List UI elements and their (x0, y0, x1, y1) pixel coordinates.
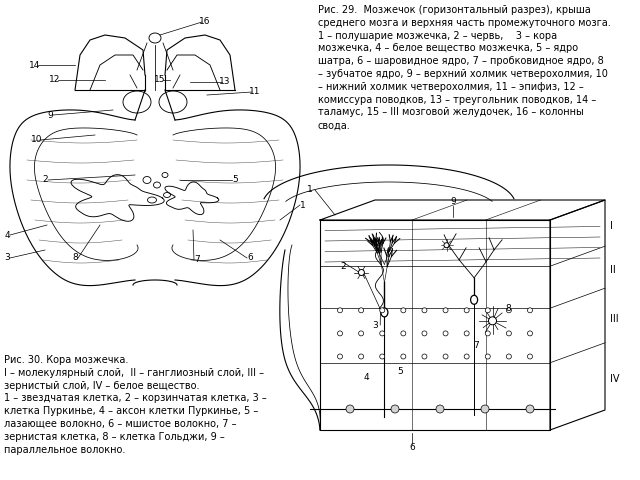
Text: II: II (610, 265, 616, 275)
Text: 2: 2 (42, 176, 48, 184)
Text: Рис. 30. Кора мозжечка.
I – молекулярный слой,  II – ганглиозный слой, III –
зер: Рис. 30. Кора мозжечка. I – молекулярный… (4, 355, 267, 455)
Circle shape (422, 354, 427, 359)
Circle shape (527, 354, 532, 359)
Text: 16: 16 (199, 17, 211, 26)
Circle shape (401, 331, 406, 336)
Text: 13: 13 (220, 77, 231, 86)
Text: Рис. 29.  Мозжечок (горизонтальный разрез), крыша
среднего мозга и верхняя часть: Рис. 29. Мозжечок (горизонтальный разрез… (318, 5, 611, 130)
Text: 3: 3 (4, 253, 10, 263)
Text: 14: 14 (29, 60, 41, 70)
Text: 8: 8 (72, 253, 78, 263)
Circle shape (464, 354, 469, 359)
Circle shape (485, 331, 490, 336)
Circle shape (527, 331, 532, 336)
Circle shape (481, 405, 489, 413)
Circle shape (358, 354, 364, 359)
Circle shape (358, 308, 364, 313)
Circle shape (346, 405, 354, 413)
Text: 4: 4 (4, 230, 10, 240)
Circle shape (380, 308, 385, 313)
Text: 6: 6 (409, 444, 415, 453)
Circle shape (337, 331, 342, 336)
Circle shape (485, 308, 490, 313)
Ellipse shape (358, 269, 364, 276)
Text: 1: 1 (307, 185, 313, 194)
Circle shape (401, 308, 406, 313)
Text: 9: 9 (451, 197, 456, 206)
Text: 5: 5 (232, 176, 238, 184)
Circle shape (380, 331, 385, 336)
Circle shape (464, 308, 469, 313)
Circle shape (337, 308, 342, 313)
Text: 8: 8 (506, 304, 511, 312)
Circle shape (464, 331, 469, 336)
Ellipse shape (488, 317, 497, 325)
Text: IV: IV (610, 374, 620, 384)
Circle shape (337, 354, 342, 359)
Circle shape (506, 354, 511, 359)
Circle shape (526, 405, 534, 413)
Ellipse shape (470, 295, 477, 304)
Text: 9: 9 (47, 110, 53, 120)
Ellipse shape (444, 243, 449, 248)
Circle shape (527, 308, 532, 313)
Ellipse shape (381, 308, 388, 317)
Text: 4: 4 (363, 373, 369, 382)
Circle shape (391, 405, 399, 413)
Text: 5: 5 (397, 367, 403, 376)
Circle shape (506, 331, 511, 336)
Text: III: III (610, 313, 619, 324)
Text: 3: 3 (372, 321, 378, 329)
Text: 7: 7 (194, 255, 200, 264)
Text: 12: 12 (49, 75, 61, 84)
Circle shape (436, 405, 444, 413)
Circle shape (443, 308, 448, 313)
Circle shape (443, 354, 448, 359)
Text: 11: 11 (249, 87, 260, 96)
Text: I: I (610, 221, 613, 231)
Circle shape (358, 331, 364, 336)
Text: 2: 2 (340, 262, 346, 271)
Circle shape (485, 354, 490, 359)
Circle shape (422, 308, 427, 313)
Circle shape (422, 331, 427, 336)
Text: 6: 6 (247, 253, 253, 263)
Text: 15: 15 (154, 75, 166, 84)
Circle shape (443, 331, 448, 336)
Circle shape (401, 354, 406, 359)
Circle shape (380, 354, 385, 359)
Text: 10: 10 (31, 135, 43, 144)
Text: 7: 7 (474, 341, 479, 350)
Circle shape (506, 308, 511, 313)
Text: 1: 1 (300, 201, 306, 209)
